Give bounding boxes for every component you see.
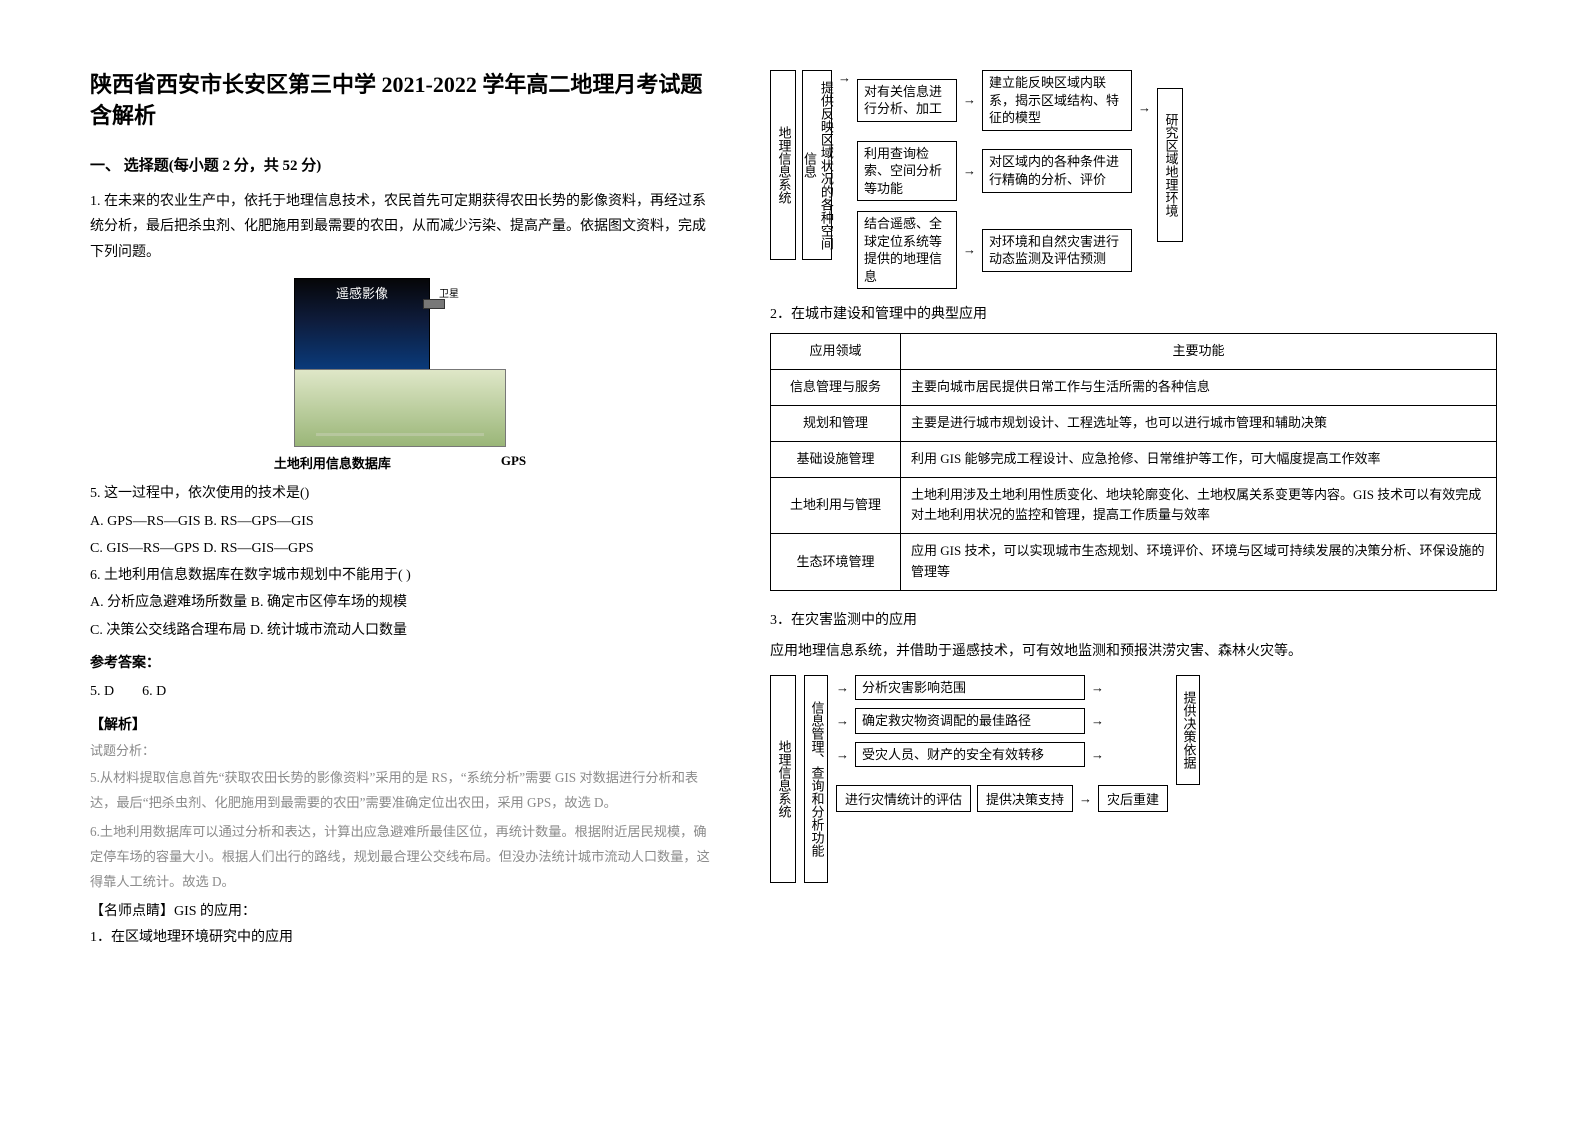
analysis-sub: 试题分析：	[90, 740, 710, 759]
d1-left2: 提供反映区域状况的各种空间信息	[802, 70, 832, 260]
arrow-icon: →	[836, 713, 849, 729]
q5-opts-b: C. GIS—RS—GPS D. RS—GIS—GPS	[90, 535, 710, 562]
page-title: 陕西省西安市长安区第三中学 2021-2022 学年高二地理月考试题含解析	[90, 70, 710, 132]
d2-left: 地理信息系统	[770, 675, 796, 883]
satellite-box: 遥感影像 卫星	[294, 278, 430, 370]
d2-row: → 分析灾害影响范围 →	[836, 675, 1168, 701]
d1-row: 结合遥感、全球定位系统等提供的地理信息 → 对环境和自然灾害进行动态监测及评估预…	[857, 211, 1132, 289]
satellite-icon-label: 卫星	[439, 285, 459, 300]
satellite-icon	[423, 299, 445, 309]
sub3-text: 应用地理信息系统，并借助于遥感技术，可有效地监测和预报洪涝灾害、森林火灾等。	[770, 639, 1497, 665]
q6-opts-a: A. 分析应急避难场所数量 B. 确定市区停车场的规模	[90, 589, 710, 616]
illustration: 遥感影像 卫星 土地利用信息数据库 GPS	[90, 278, 710, 472]
table-row: 基础设施管理利用 GIS 能够完成工程设计、应急抢修、日常维护等工作，可大幅度提…	[771, 441, 1497, 477]
cell-function: 主要是进行城市规划设计、工程选址等，也可以进行城市管理和辅助决策	[901, 406, 1497, 442]
caption-left: 土地利用信息数据库	[274, 453, 391, 472]
application-table: 应用领域 主要功能 信息管理与服务主要向城市居民提供日常工作与生活所需的各种信息…	[770, 333, 1497, 590]
satellite-label: 遥感影像	[336, 279, 388, 302]
answer: 5. D 6. D	[90, 680, 710, 700]
section-heading: 一、 选择题(每小题 2 分，共 52 分)	[90, 154, 710, 175]
answer-label: 参考答案：	[90, 652, 710, 672]
d1-cell: 对环境和自然灾害进行动态监测及评估预测	[982, 229, 1132, 272]
table-row: 土地利用与管理土地利用涉及土地利用性质变化、地块轮廓变化、土地权属关系变更等内容…	[771, 477, 1497, 534]
d1-row: 对有关信息进行分析、加工 → 建立能反映区域内联系，揭示区域结构、特征的模型	[857, 70, 1132, 131]
d2-bottom-cell: 提供决策支持	[977, 785, 1073, 812]
d1-cell: 对有关信息进行分析、加工	[857, 79, 957, 122]
th-domain: 应用领域	[771, 334, 901, 370]
caption-right: GPS	[501, 453, 526, 472]
d2-cell: 受灾人员、财产的安全有效转移	[855, 742, 1085, 768]
arrow-icon: →	[963, 92, 976, 108]
diagram-2: 地理信息系统 信息管理、查询和分析功能 → 分析灾害影响范围 → → 确定救灾物…	[770, 675, 1497, 883]
cell-domain: 基础设施管理	[771, 441, 901, 477]
arrow-icon: →	[963, 163, 976, 179]
arrow-icon: →	[838, 70, 851, 86]
d1-cell: 利用查询检索、空间分析等功能	[857, 141, 957, 202]
d1-cell: 结合遥感、全球定位系统等提供的地理信息	[857, 211, 957, 289]
sub3: 3．在灾害监测中的应用	[770, 609, 1497, 629]
arrow-icon: →	[963, 242, 976, 258]
q5-opts-a: A. GPS—RS—GIS B. RS—GPS—GIS	[90, 508, 710, 535]
tip-1: 1．在区域地理环境研究中的应用	[90, 926, 710, 946]
d1-cell: 建立能反映区域内联系，揭示区域结构、特征的模型	[982, 70, 1132, 131]
cell-function: 应用 GIS 技术，可以实现城市生态规划、环境评价、环境与区域可持续发展的决策分…	[901, 534, 1497, 591]
sub2: 2．在城市建设和管理中的典型应用	[770, 303, 1497, 323]
table-row: 生态环境管理应用 GIS 技术，可以实现城市生态规划、环境评价、环境与区域可持续…	[771, 534, 1497, 591]
d2-bottom: 进行灾情统计的评估 提供决策支持 → 灾后重建	[836, 785, 1168, 812]
d1-cell: 对区域内的各种条件进行精确的分析、评价	[982, 149, 1132, 192]
analysis-5: 5.从材料提取信息首先“获取农田长势的影像资料”采用的是 RS，“系统分析”需要…	[90, 765, 710, 815]
arrow-icon: →	[836, 747, 849, 763]
d2-row: → 确定救灾物资调配的最佳路径 →	[836, 708, 1168, 734]
cell-function: 主要向城市居民提供日常工作与生活所需的各种信息	[901, 370, 1497, 406]
d2-bottom-cell: 进行灾情统计的评估	[836, 785, 971, 812]
d2-left2: 信息管理、查询和分析功能	[804, 675, 828, 883]
arrow-icon: →	[1091, 713, 1104, 729]
cell-domain: 信息管理与服务	[771, 370, 901, 406]
diagram-1: 地理信息系统 提供反映区域状况的各种空间信息 → 对有关信息进行分析、加工 → …	[770, 70, 1497, 289]
tip-title: 【名师点睛】GIS 的应用：	[90, 900, 710, 920]
analysis-6: 6.土地利用数据库可以通过分析和表达，计算出应急避难所最佳区位，再统计数量。根据…	[90, 819, 710, 894]
cell-domain: 规划和管理	[771, 406, 901, 442]
table-row: 规划和管理主要是进行城市规划设计、工程选址等，也可以进行城市管理和辅助决策	[771, 406, 1497, 442]
arrow-icon: →	[1079, 791, 1092, 807]
d2-bottom-cell: 灾后重建	[1098, 785, 1168, 812]
cell-function: 利用 GIS 能够完成工程设计、应急抢修、日常维护等工作，可大幅度提高工作效率	[901, 441, 1497, 477]
d2-cell: 确定救灾物资调配的最佳路径	[855, 708, 1085, 734]
th-function: 主要功能	[901, 334, 1497, 370]
q6: 6. 土地利用信息数据库在数字城市规划中不能用于( )	[90, 562, 710, 589]
analysis-title: 【解析】	[90, 714, 710, 734]
q5: 5. 这一过程中，依次使用的技术是()	[90, 480, 710, 507]
intro-paragraph: 1. 在未来的农业生产中，依托于地理信息技术，农民首先可定期获得农田长势的影像资…	[90, 189, 710, 267]
arrow-icon: →	[836, 680, 849, 696]
d1-right: 研究区域地理环境	[1157, 88, 1183, 242]
d2-right: 提供决策依据	[1176, 675, 1200, 785]
d1-row: 利用查询检索、空间分析等功能 → 对区域内的各种条件进行精确的分析、评价	[857, 141, 1132, 202]
arrow-icon: →	[1091, 680, 1104, 696]
d2-row: → 受灾人员、财产的安全有效转移 →	[836, 742, 1168, 768]
q6-opts-b: C. 决策公交线路合理布局 D. 统计城市流动人口数量	[90, 617, 710, 644]
table-row: 信息管理与服务主要向城市居民提供日常工作与生活所需的各种信息	[771, 370, 1497, 406]
arrow-icon: →	[1138, 100, 1151, 116]
arrow-icon: →	[1091, 747, 1104, 763]
d1-leftmost: 地理信息系统	[770, 70, 796, 260]
cell-domain: 生态环境管理	[771, 534, 901, 591]
cell-domain: 土地利用与管理	[771, 477, 901, 534]
d2-cell: 分析灾害影响范围	[855, 675, 1085, 701]
cell-function: 土地利用涉及土地利用性质变化、地块轮廓变化、土地权属关系变更等内容。GIS 技术…	[901, 477, 1497, 534]
ground-image	[294, 369, 506, 447]
